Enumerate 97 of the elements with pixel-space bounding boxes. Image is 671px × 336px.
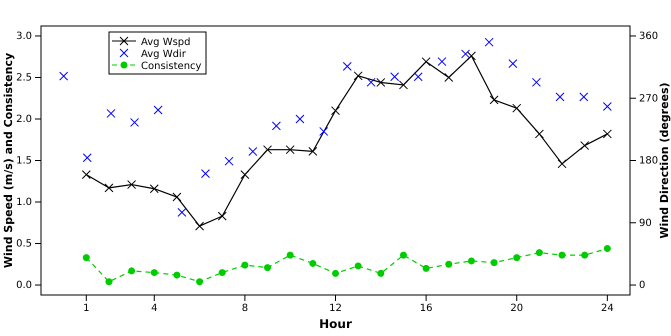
point [332, 270, 339, 277]
point [82, 170, 91, 180]
x-tick-label: 24 [600, 303, 614, 314]
point [241, 262, 248, 269]
y-tick-label: 0.0 [16, 280, 32, 292]
point [105, 278, 112, 286]
y-tick-label: 1.5 [16, 156, 32, 167]
point [127, 180, 136, 190]
x-tick-label: 4 [151, 303, 158, 314]
x-tick-label: 1 [83, 303, 90, 314]
point [422, 57, 431, 66]
point [508, 59, 518, 68]
point [130, 118, 140, 127]
y2-tick-label: 0 [639, 280, 646, 292]
point [82, 153, 92, 162]
point [445, 260, 452, 268]
point [536, 249, 543, 256]
point [240, 170, 250, 180]
point [376, 78, 386, 87]
x-tick-label: 12 [329, 303, 342, 314]
point [484, 38, 494, 47]
point [82, 254, 90, 262]
point [468, 257, 475, 264]
point [286, 145, 295, 154]
point [319, 126, 328, 136]
point [466, 51, 476, 60]
point [173, 272, 180, 279]
point [196, 278, 204, 286]
point [422, 264, 430, 272]
y2-axis-title: Wind Direction (degrees) [658, 82, 671, 239]
point [59, 72, 68, 81]
point [200, 169, 210, 178]
y-axis-title: Wind Speed (m/s) and Consistency [2, 52, 15, 268]
y2-tick-label: 90 [639, 218, 652, 229]
point [354, 262, 362, 270]
point [195, 222, 204, 231]
point [154, 105, 163, 114]
y2-tick-label: 360 [639, 31, 658, 42]
point [342, 62, 352, 71]
point [556, 92, 564, 102]
point [414, 72, 423, 82]
point [218, 269, 226, 276]
y2-tick-label: 270 [639, 93, 658, 104]
point [264, 264, 272, 272]
point [558, 252, 566, 259]
point [437, 57, 446, 66]
point [398, 80, 408, 90]
point [128, 267, 136, 274]
point [309, 260, 316, 267]
y-tick-label: 0.5 [16, 238, 32, 250]
point [580, 141, 590, 150]
point [150, 184, 159, 194]
y-tick-label: 2.0 [16, 114, 32, 126]
x-tick-label: 20 [510, 303, 524, 314]
point [604, 245, 611, 252]
point [558, 159, 567, 168]
point [248, 147, 258, 156]
point [331, 106, 340, 116]
point [272, 121, 281, 130]
point [177, 208, 186, 217]
point [513, 254, 520, 262]
point [390, 72, 400, 82]
point [581, 252, 588, 259]
y-tick-label: 2.5 [16, 72, 32, 84]
point [377, 270, 384, 277]
point [172, 192, 182, 202]
point [286, 252, 294, 259]
legend-label: Avg Wspd [141, 37, 190, 48]
point [308, 146, 318, 156]
x-tick-label: 16 [420, 303, 432, 314]
point [602, 102, 612, 112]
point [263, 145, 272, 154]
point [490, 95, 499, 104]
y-tick-label: 3.0 [16, 31, 32, 42]
point [224, 156, 234, 166]
legend-label: Consistency [141, 61, 202, 72]
point [534, 129, 544, 138]
point [579, 92, 588, 102]
point [532, 78, 541, 87]
legend-label: Avg Wdir [141, 49, 187, 60]
y-tick-label: 1.0 [16, 197, 32, 208]
point [512, 104, 522, 113]
point [444, 72, 454, 82]
point [104, 183, 114, 192]
point [461, 49, 470, 58]
x-tick-label: 8 [242, 303, 248, 314]
y2-tick-label: 180 [639, 156, 658, 167]
point [366, 78, 376, 87]
x-axis-title: Hour [319, 317, 352, 331]
point [490, 259, 498, 266]
point [602, 129, 612, 138]
point [354, 71, 363, 80]
point [218, 212, 227, 221]
point [150, 269, 158, 276]
point [295, 114, 304, 124]
point [400, 252, 407, 259]
point [106, 108, 116, 118]
